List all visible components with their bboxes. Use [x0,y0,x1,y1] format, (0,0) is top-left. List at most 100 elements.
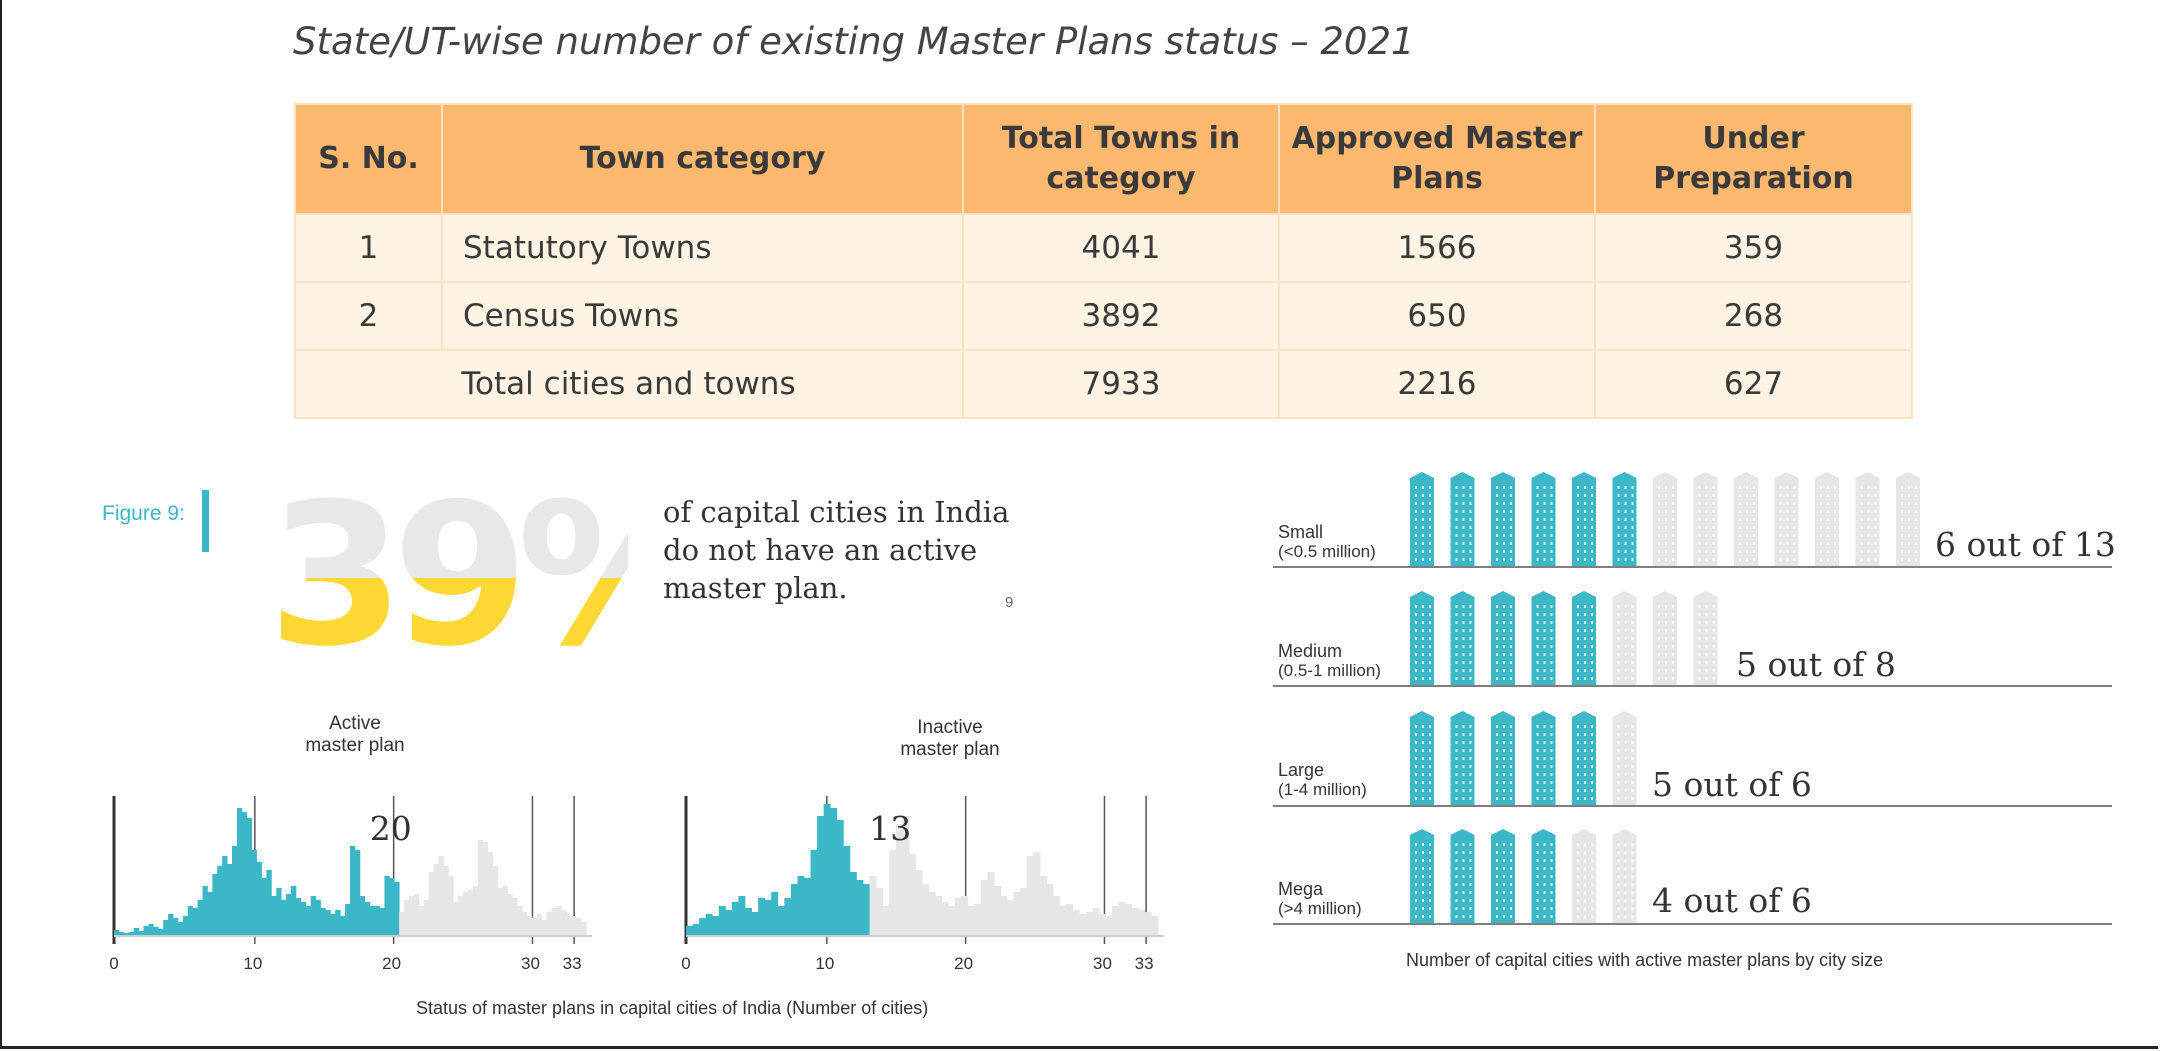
hist-bar [1053,896,1061,936]
hist-bar [507,894,513,936]
city-size-chart-caption: Number of capital cities with active mas… [1406,950,1884,970]
building-inactive [1612,829,1637,923]
hist-bar [1020,888,1028,936]
hist-tick-label: 20 [954,954,973,973]
hist-bar [325,910,331,936]
building-inactive [1572,829,1596,923]
hist-bar [251,850,257,936]
hist-bar [197,900,203,936]
hist-bar [738,896,746,936]
hist-bar [492,866,498,936]
hist-bar [1125,904,1133,936]
building-inactive [1653,472,1677,566]
hist-bar [207,892,213,936]
hist-bar [482,842,489,936]
hist-bar [458,896,464,936]
hist-bar [882,906,890,936]
big-percent-lower: 39% [268,462,628,658]
hist-bar [784,898,792,936]
hist-bar [581,922,587,936]
hist-bar [576,918,582,936]
hist-bar [502,886,508,936]
city-size-count: 6 out of 13 [1935,525,2116,564]
hist-bar [163,920,169,936]
cell-sno: 1 [294,213,443,283]
hist-bar [1151,916,1159,936]
hist-tick-label: 10 [243,954,262,973]
building-inactive [1693,472,1718,566]
hist-bar [686,926,693,936]
hist-bar [1013,892,1021,936]
big-percent-upper: 39% [268,462,628,658]
hist-bar [423,900,430,936]
hist-bar [335,910,341,936]
hist-bar [114,930,120,936]
hist-bar [315,900,321,936]
hist-bar [889,850,897,936]
hist-bar [187,906,194,936]
hist-bar [948,906,956,936]
hist-bar [1072,910,1080,936]
hist-bar [725,910,733,936]
hist-bar [468,890,474,936]
figure-accent-bar [202,490,209,552]
cell-total: 3892 [962,281,1280,351]
header-total-towns: Total Towns in category [962,103,1280,215]
building-active [1531,472,1556,566]
hist-bar [895,824,903,936]
hist-bar [830,808,838,936]
hist-bar [433,864,439,936]
hist-bar [843,846,851,936]
hist-bar [571,916,577,936]
hist-bar [1040,876,1047,936]
hist-bar [246,818,253,936]
building-active [1410,711,1434,805]
hist-bar [472,886,479,936]
hist-bar [418,906,425,936]
hist-bar [915,870,923,936]
hist-bar [954,898,962,936]
hist-bar [849,872,857,936]
hist-tick-label: 33 [1135,954,1154,973]
building-active [1450,472,1475,566]
cell-category: Statutory Towns [441,213,964,283]
hist-bar [522,912,528,936]
hist-bar [399,912,405,936]
hist-bar [300,902,307,936]
hist-bar [1118,902,1126,936]
hist-bar [745,908,752,936]
hist-bar [1046,884,1054,936]
big-percent-graphic: 39% 39% [268,462,628,658]
building-active [1450,829,1475,923]
building-active [1410,591,1434,685]
city-size-label: Medium (0.5-1 million) [1278,641,1381,681]
hist-bar [1131,908,1139,936]
hist-tick-label: 20 [382,954,401,973]
hist-bar [443,866,449,936]
hist-bar [987,872,995,936]
building-inactive [1612,711,1637,805]
hist-bar [320,908,326,936]
hist-bar [168,914,174,936]
hist-bar [536,914,543,936]
hist-bar [305,906,312,936]
hist-bar [148,924,154,936]
hist-bar [546,912,552,936]
hist-bar [705,914,713,936]
hist-bar [527,916,533,936]
cell-approved: 650 [1278,281,1596,351]
hist-bar [295,898,302,936]
figure-footnote: 9 [1005,594,1014,611]
building-active [1410,472,1434,566]
building-inactive [1855,472,1880,566]
histogram-caption: Status of master plans in capital cities… [416,998,929,1018]
building-active [1491,472,1515,566]
hist-bar [1033,852,1041,936]
hist-bar [561,910,567,936]
hist-bar [232,846,238,936]
page-title: State/UT-wise number of existing Master … [293,20,1415,63]
hist-bar [876,888,884,936]
hist-bar [409,896,415,936]
header-sno: S. No. [294,103,443,215]
